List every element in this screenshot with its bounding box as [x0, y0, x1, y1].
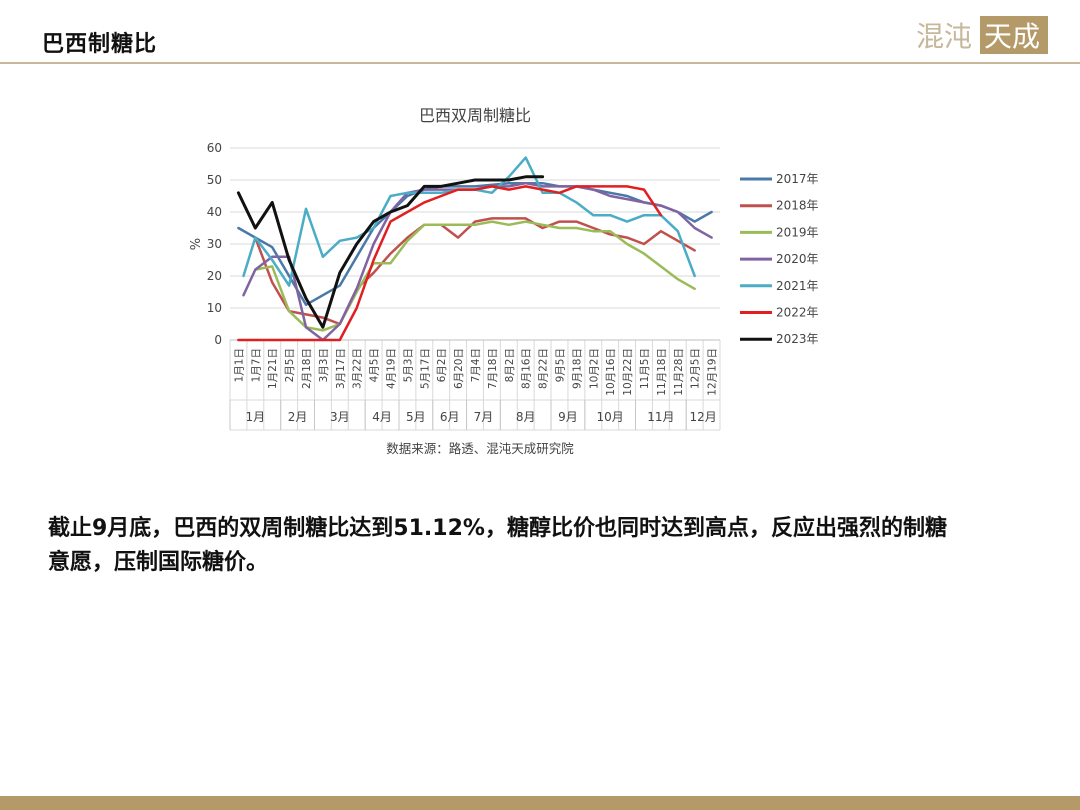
month-label: 8月 [516, 410, 536, 424]
x-tick-label: 3月22日 [352, 348, 364, 389]
source-note: 数据来源：路透、混沌天成研究院 [386, 441, 574, 456]
x-tick-label: 10月22日 [622, 348, 634, 396]
chart-title: 巴西双周制糖比 [419, 106, 531, 125]
x-tick-label: 4月19日 [386, 348, 398, 389]
x-tick-label: 5月3日 [402, 348, 414, 382]
series-line-2019年 [254, 220, 696, 332]
x-tick-label: 12月19日 [707, 348, 719, 396]
month-label: 3月 [330, 410, 350, 424]
x-tick-label: 4月5日 [369, 348, 381, 382]
legend-label-2019年: 2019年 [776, 225, 819, 239]
legend-label-2018年: 2018年 [776, 199, 819, 213]
company-logo: 混沌 天成 [916, 16, 1048, 54]
month-label: 11月 [647, 410, 674, 424]
y-tick-label-0: 0 [214, 333, 222, 347]
x-tick-label: 3月17日 [335, 348, 347, 389]
header-divider [0, 62, 1080, 64]
month-label: 5月 [406, 410, 426, 424]
sugar-ratio-chart: 巴西双周制糖比 0 10 20 30 40 50 60% 1月1日 1月7日 1月21日 2月5日 2月… [189, 106, 819, 456]
x-tick-label: 11月5日 [639, 348, 651, 389]
month-label: 6月 [440, 410, 460, 424]
x-tick-label: 10月16日 [605, 348, 617, 396]
logo-text-left: 混沌 [916, 20, 972, 53]
series-line-2022年 [237, 185, 663, 342]
x-tick-label: 12月5日 [690, 348, 702, 389]
month-label: 9月 [558, 410, 578, 424]
y-axis-label: % [189, 238, 204, 250]
x-tick-label: 8月22日 [538, 348, 550, 389]
month-label: 12月 [689, 410, 716, 424]
footer-bar [0, 796, 1080, 810]
series-line-2023年 [236, 175, 545, 329]
x-tick-label: 5月17日 [419, 348, 431, 389]
x-tick-label: 9月5日 [554, 348, 566, 382]
y-tick-label-50: 50 [207, 173, 222, 187]
y-tick-label-60: 60 [207, 141, 222, 155]
x-tick-label: 1月7日 [250, 348, 262, 382]
x-tick-label: 11月18日 [656, 348, 668, 396]
x-tick-label: 3月3日 [318, 348, 330, 382]
x-tick-label: 7月18日 [487, 348, 499, 389]
x-tick-label: 10月2日 [588, 348, 600, 389]
x-tick-label: 2月18日 [301, 348, 313, 389]
legend-label-2022年: 2022年 [776, 306, 819, 320]
x-tick-label: 2月5日 [284, 348, 296, 382]
logo-text-right: 天成 [984, 20, 1040, 53]
x-tick-label: 1月21日 [267, 348, 279, 389]
x-tick-label: 8月2日 [504, 348, 516, 382]
legend-label-2023年: 2023年 [776, 332, 819, 346]
legend-label-2021年: 2021年 [776, 279, 819, 293]
summary-text: 截止9月底，巴西的双周制糖比达到51.12%，糖醇比价也同时达到高点，反应出强烈… [48, 516, 947, 575]
x-tick-label: 8月16日 [521, 348, 533, 389]
month-label: 1月 [246, 410, 266, 424]
y-tick-label-20: 20 [207, 269, 222, 283]
month-label: 4月 [372, 410, 392, 424]
x-tick-label: 6月2日 [436, 348, 448, 382]
x-tick-label: 6月20日 [453, 348, 465, 389]
month-label: 10月 [597, 410, 624, 424]
x-tick-label: 1月1日 [233, 348, 245, 382]
y-tick-label-40: 40 [207, 205, 222, 219]
series-line-2021年 [242, 156, 696, 287]
legend-label-2017年: 2017年 [776, 172, 819, 186]
month-label: 7月 [474, 410, 494, 424]
legend-label-2020年: 2020年 [776, 252, 819, 266]
y-tick-label-10: 10 [207, 301, 222, 315]
x-tick-label: 11月28日 [673, 348, 685, 396]
x-tick-label: 9月18日 [571, 348, 583, 389]
y-tick-label-30: 30 [207, 237, 222, 251]
month-label: 2月 [288, 410, 308, 424]
page-title: 巴西制糖比 [42, 32, 158, 57]
x-tick-label: 7月4日 [470, 348, 482, 382]
